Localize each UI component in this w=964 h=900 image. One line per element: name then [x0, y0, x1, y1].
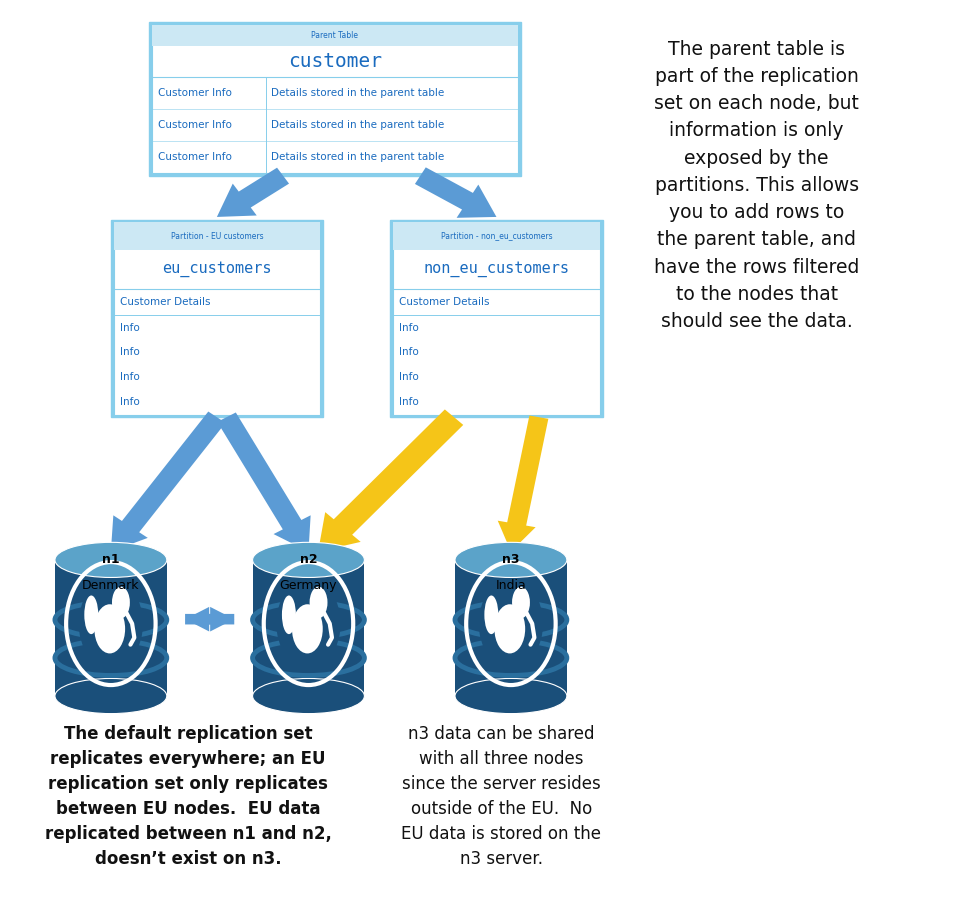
Text: Info: Info [120, 322, 139, 332]
Ellipse shape [309, 587, 328, 618]
Text: Details stored in the parent table: Details stored in the parent table [271, 152, 444, 162]
Polygon shape [415, 167, 496, 218]
Text: n1: n1 [102, 554, 120, 566]
FancyBboxPatch shape [114, 222, 320, 250]
Text: India: India [495, 580, 526, 592]
Text: Info: Info [399, 322, 418, 332]
Text: n3: n3 [502, 554, 520, 566]
FancyBboxPatch shape [393, 222, 600, 415]
Text: Customer Details: Customer Details [399, 297, 490, 307]
Text: Info: Info [120, 373, 139, 382]
FancyBboxPatch shape [149, 22, 521, 176]
Ellipse shape [55, 543, 167, 578]
Polygon shape [185, 607, 234, 632]
Ellipse shape [112, 587, 130, 618]
Ellipse shape [292, 604, 323, 653]
Ellipse shape [512, 587, 530, 618]
Polygon shape [318, 410, 464, 552]
Polygon shape [217, 167, 289, 217]
Text: Info: Info [399, 397, 418, 407]
Text: Partition - EU customers: Partition - EU customers [171, 231, 263, 240]
Text: Details stored in the parent table: Details stored in the parent table [271, 120, 444, 130]
Text: non_eu_customers: non_eu_customers [423, 262, 570, 277]
Ellipse shape [277, 580, 340, 668]
Text: The default replication set
replicates everywhere; an EU
replication set only re: The default replication set replicates e… [44, 724, 332, 868]
Text: Parent Table: Parent Table [311, 31, 359, 40]
Text: Info: Info [120, 397, 139, 407]
Text: Info: Info [399, 347, 418, 357]
Bar [55, 560, 167, 696]
Ellipse shape [253, 543, 364, 578]
Ellipse shape [94, 604, 125, 653]
Bar [455, 560, 567, 696]
Ellipse shape [253, 679, 364, 714]
Ellipse shape [495, 604, 525, 653]
Polygon shape [185, 607, 234, 632]
Ellipse shape [281, 596, 296, 634]
Text: Denmark: Denmark [82, 580, 140, 592]
Polygon shape [111, 411, 226, 552]
Text: n2: n2 [300, 554, 317, 566]
Text: Customer Info: Customer Info [158, 120, 232, 130]
FancyBboxPatch shape [393, 222, 600, 250]
Text: eu_customers: eu_customers [162, 262, 272, 277]
Text: Customer Details: Customer Details [120, 297, 210, 307]
Text: Info: Info [120, 347, 139, 357]
Ellipse shape [55, 679, 167, 714]
Ellipse shape [484, 596, 498, 634]
Text: customer: customer [288, 52, 382, 71]
Text: The parent table is
part of the replication
set on each node, but
information is: The parent table is part of the replicat… [654, 40, 860, 331]
Text: Details stored in the parent table: Details stored in the parent table [271, 88, 444, 98]
Ellipse shape [79, 580, 143, 668]
Text: Customer Info: Customer Info [158, 152, 232, 162]
Ellipse shape [84, 596, 98, 634]
Ellipse shape [479, 580, 543, 668]
Polygon shape [217, 412, 310, 552]
FancyBboxPatch shape [390, 220, 602, 418]
Text: Partition - non_eu_customers: Partition - non_eu_customers [441, 231, 552, 240]
Text: Germany: Germany [280, 580, 337, 592]
Text: Info: Info [399, 373, 418, 382]
Ellipse shape [455, 543, 567, 578]
Text: Customer Info: Customer Info [158, 88, 232, 98]
FancyBboxPatch shape [114, 222, 320, 415]
FancyBboxPatch shape [152, 24, 518, 173]
Bar [253, 560, 364, 696]
Text: n3 data can be shared
with all three nodes
since the server resides
outside of t: n3 data can be shared with all three nod… [401, 724, 602, 868]
Ellipse shape [455, 679, 567, 714]
FancyBboxPatch shape [152, 24, 518, 46]
FancyBboxPatch shape [111, 220, 323, 418]
Polygon shape [497, 416, 549, 552]
